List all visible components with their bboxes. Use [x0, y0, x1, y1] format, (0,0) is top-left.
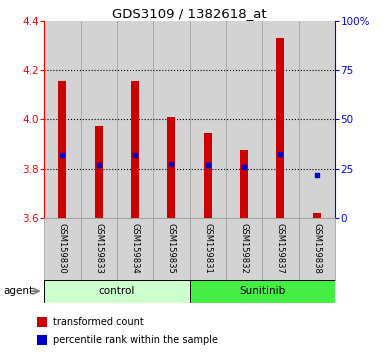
Text: GSM159833: GSM159833 — [94, 223, 103, 274]
Bar — [153, 218, 189, 280]
Text: GSM159837: GSM159837 — [276, 223, 285, 274]
Bar — [80, 218, 117, 280]
Bar — [44, 218, 80, 280]
Bar — [167, 117, 176, 218]
Bar — [80, 21, 117, 218]
Bar — [299, 218, 335, 280]
Bar — [44, 21, 80, 218]
Bar — [153, 21, 189, 218]
Bar — [44, 280, 190, 303]
Title: GDS3109 / 1382618_at: GDS3109 / 1382618_at — [112, 7, 267, 20]
Bar — [204, 133, 212, 218]
Bar — [117, 21, 153, 218]
Text: GSM159831: GSM159831 — [203, 223, 212, 273]
Text: agent: agent — [4, 286, 34, 296]
Bar — [95, 126, 103, 218]
Bar — [190, 280, 335, 303]
Bar — [226, 21, 262, 218]
Bar — [226, 218, 262, 280]
Text: control: control — [99, 286, 135, 296]
Text: GSM159835: GSM159835 — [167, 223, 176, 273]
Text: GSM159838: GSM159838 — [312, 223, 321, 274]
Bar — [190, 21, 226, 218]
Bar — [262, 21, 299, 218]
Bar — [117, 218, 153, 280]
Bar — [131, 81, 139, 218]
Text: GSM159832: GSM159832 — [239, 223, 249, 273]
Bar — [276, 39, 285, 218]
Bar — [262, 218, 299, 280]
Text: GSM159834: GSM159834 — [131, 223, 140, 273]
Bar — [190, 218, 226, 280]
Bar — [299, 21, 335, 218]
Bar — [37, 317, 47, 327]
Bar — [313, 213, 321, 218]
Text: GSM159830: GSM159830 — [58, 223, 67, 273]
Text: transformed count: transformed count — [53, 317, 144, 327]
Bar — [37, 335, 47, 345]
Bar — [240, 150, 248, 218]
Text: Sunitinib: Sunitinib — [239, 286, 285, 296]
Bar — [59, 81, 67, 218]
Text: percentile rank within the sample: percentile rank within the sample — [53, 335, 218, 345]
